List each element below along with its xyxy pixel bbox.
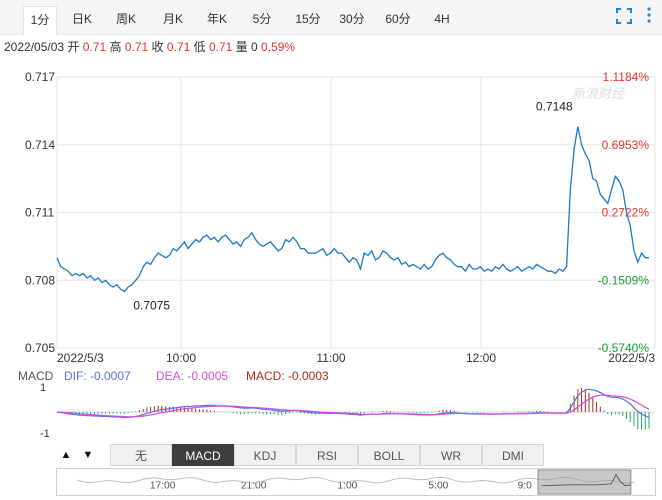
- period-tab-bar: 1分 日K 周K 月K 年K 5分 15分 30分 60分 4H: [0, 0, 662, 35]
- dea-value: DEA: -0.0005: [156, 369, 229, 383]
- tab-4h[interactable]: 4H: [434, 12, 450, 26]
- timeline-selected-line: [541, 473, 631, 487]
- y-tick-label: 0.705: [25, 341, 55, 355]
- tab-60min[interactable]: 60分: [385, 12, 411, 26]
- indicator-rsi-button[interactable]: RSI: [296, 444, 358, 466]
- timeline-label-2100: 21:00: [241, 481, 267, 492]
- macd-chart[interactable]: 1 -1: [0, 382, 662, 442]
- tab-monthly-k[interactable]: 月K: [162, 12, 183, 26]
- timeline-selection-window: [537, 469, 632, 495]
- volume-label: 量: [235, 40, 248, 54]
- close-value: 0.71: [166, 40, 191, 54]
- indicator-macd-button[interactable]: MACD: [172, 444, 234, 466]
- scroll-down-button[interactable]: ▼: [82, 449, 94, 461]
- pct-tick-label: -0.5740%: [598, 341, 650, 355]
- indicator-dmi-button[interactable]: DMI: [482, 444, 544, 466]
- dif-value: DIF: -0.0007: [64, 369, 131, 383]
- x-tick-label: 11:00: [316, 351, 345, 365]
- timeline-navigator[interactable]: 17:00 21:00 1:00 5:00 9:0: [56, 468, 656, 496]
- pct-tick-label: 1.1184%: [603, 70, 650, 84]
- pct-tick-label: 0.6953%: [602, 138, 650, 152]
- price-line: [56, 126, 649, 293]
- change-percent: 0.59%: [261, 40, 296, 54]
- y-tick-label: 0.708: [25, 273, 55, 287]
- price-annotation: 0.7148: [536, 100, 573, 114]
- tab-weekly-k[interactable]: 周K: [115, 12, 136, 26]
- y-tick-label: 0.711: [25, 206, 54, 220]
- tab-5min[interactable]: 5分: [252, 12, 272, 26]
- y-tick-label: 0.714: [25, 138, 55, 152]
- timeline-label-0500: 5:00: [428, 481, 448, 492]
- pct-tick-label: -0.1509%: [598, 273, 650, 287]
- indicator-none-button[interactable]: 无: [110, 444, 172, 466]
- low-label: 低: [193, 40, 206, 54]
- x-tick-label: 12:00: [466, 351, 496, 365]
- open-value: 0.71: [82, 40, 107, 54]
- timeline-label-1700: 17:00: [150, 481, 176, 492]
- open-label: 开: [67, 40, 80, 54]
- tab-30min[interactable]: 30分: [339, 12, 365, 26]
- high-value: 0.71: [124, 40, 149, 54]
- tab-yearly-k[interactable]: 年K: [206, 12, 227, 26]
- tab-1min[interactable]: 1分: [23, 6, 57, 35]
- macd-title: MACD: [18, 369, 54, 383]
- macd-tick-bottom: -1: [40, 428, 50, 440]
- timeline-label-0900: 9:0: [518, 481, 533, 492]
- timeline-label-0100: 1:00: [337, 481, 357, 492]
- macd-value: MACD: -0.0003: [246, 369, 329, 383]
- x-tick-label: 2022/5/3: [57, 351, 104, 365]
- x-tick-label: 2022/5/3: [608, 351, 655, 365]
- x-tick-label: 10:00: [166, 351, 196, 365]
- tab-15min[interactable]: 15分: [295, 12, 321, 26]
- y-tick-label: 0.717: [25, 70, 55, 84]
- volume-value: 0: [251, 40, 258, 54]
- quote-date: 2022/05/03: [4, 40, 65, 54]
- pct-tick-label: 0.2722%: [602, 206, 650, 220]
- indicator-kdj-button[interactable]: KDJ: [234, 444, 296, 466]
- quote-info-line: 2022/05/03 开 0.71 高 0.71 收 0.71 低 0.71 量…: [4, 38, 295, 55]
- tab-daily-k[interactable]: 日K: [71, 12, 92, 26]
- more-icon[interactable]: [642, 6, 656, 24]
- macd-tick-top: 1: [40, 382, 46, 394]
- dea-line: [56, 394, 650, 418]
- scroll-up-button[interactable]: ▲: [60, 449, 72, 461]
- low-value: 0.71: [208, 40, 233, 54]
- close-label: 收: [151, 40, 164, 54]
- watermark: 新浪财经: [572, 86, 626, 101]
- price-annotation: 0.7075: [133, 299, 170, 313]
- fullscreen-icon[interactable]: [616, 8, 632, 24]
- indicator-boll-button[interactable]: BOLL: [358, 444, 420, 466]
- indicator-wr-button[interactable]: WR: [420, 444, 482, 466]
- high-label: 高: [109, 40, 122, 54]
- price-chart[interactable]: 新浪财经 0.717 1.1184% 0.714 0.6953% 0.711 0.2722…: [0, 60, 662, 370]
